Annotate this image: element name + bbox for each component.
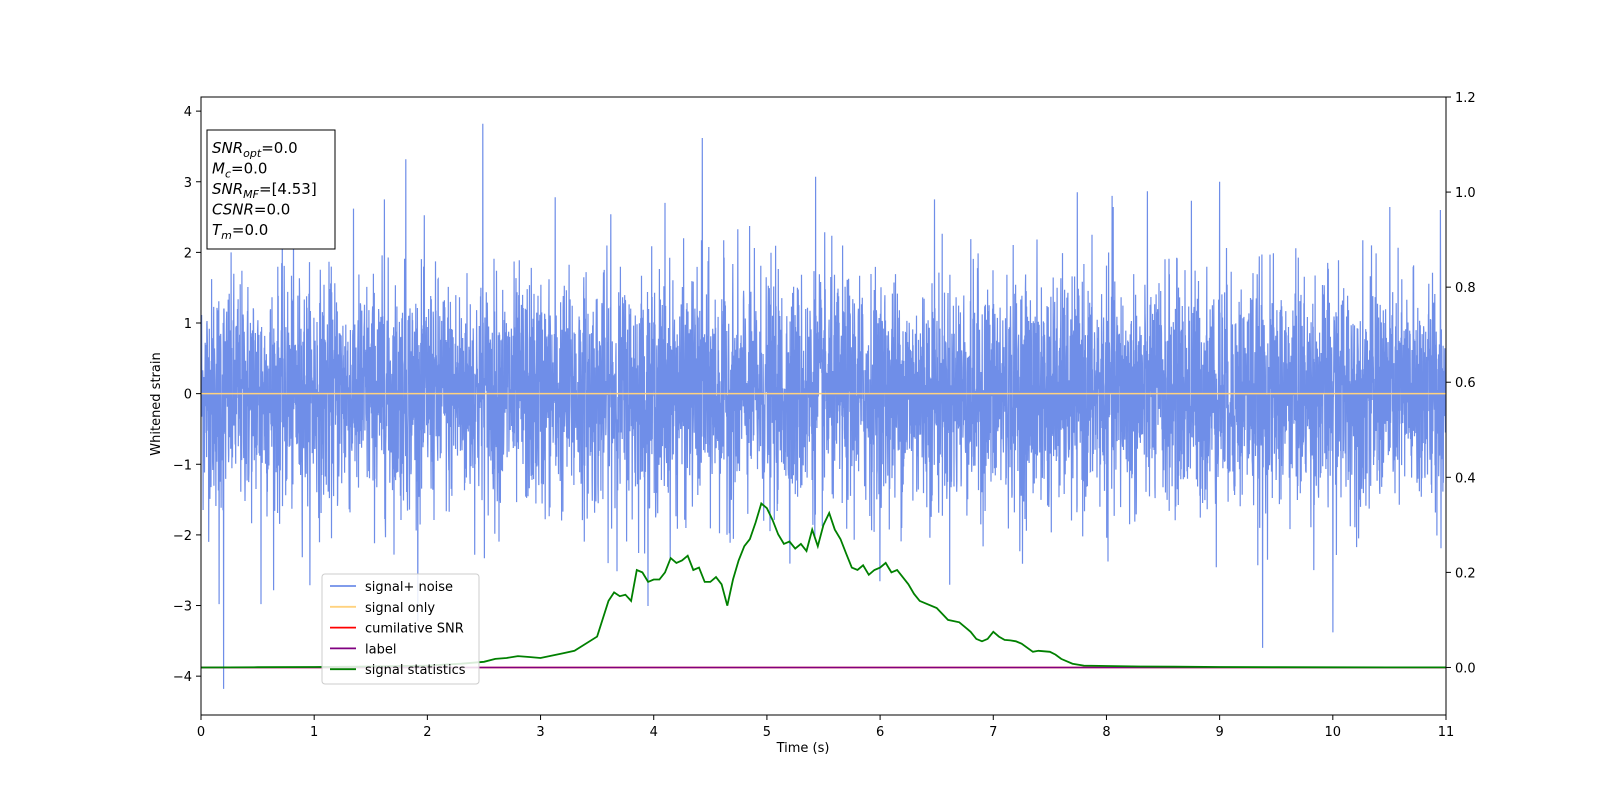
- y2-tick-label: 0.6: [1455, 376, 1476, 391]
- y-tick-label: −3: [173, 600, 192, 615]
- y2-tick-label: 0.4: [1455, 471, 1476, 486]
- info-line: SNRMF=[4.53]: [212, 180, 317, 201]
- axes-frame: [200, 96, 1447, 716]
- series-signal-noise: [201, 123, 1446, 689]
- y-tick-label: 0: [184, 388, 192, 403]
- legend-frame: [321, 573, 480, 685]
- series-signal-statistics: [201, 501, 1446, 669]
- y-axis-label: Whitened strain: [149, 352, 164, 455]
- x-tick-label: 2: [423, 725, 431, 740]
- x-tick-label: 1: [310, 725, 318, 740]
- y-tick-label: 4: [184, 105, 192, 120]
- x-tick-label: 6: [876, 725, 884, 740]
- info-line: CSNR=0.0: [212, 201, 290, 219]
- info-line: Mc=0.0: [212, 160, 267, 181]
- legend-entry: signal only: [365, 601, 435, 616]
- y2-tick-label: 0.8: [1455, 281, 1476, 296]
- legend: signal+ noise signal only cumilative SNR la…: [321, 573, 480, 685]
- legend-entry: signal statistics: [365, 663, 466, 678]
- y-tick-label: −2: [173, 529, 192, 544]
- x-tick-label: 8: [1102, 725, 1110, 740]
- y-tick-label: 1: [184, 317, 192, 332]
- x-tick-label: 3: [536, 725, 544, 740]
- x-tick-label: 9: [1215, 725, 1223, 740]
- legend-entry: signal+ noise: [365, 580, 453, 595]
- y-tick-label: 2: [184, 246, 192, 261]
- y2-tick-label: 0.2: [1455, 566, 1476, 581]
- y2-tick-label: 1.0: [1455, 186, 1476, 201]
- y-tick-label: 3: [184, 176, 192, 191]
- y-tick-label: −1: [173, 458, 192, 473]
- x-tick-label: 10: [1325, 725, 1342, 740]
- x-tick-label: 11: [1438, 725, 1455, 740]
- y2-tick-label: 1.2: [1455, 91, 1476, 106]
- x-axis-label: Time (s): [776, 741, 830, 756]
- y2-tick-label: 0.0: [1455, 661, 1476, 676]
- legend-entry: cumilative SNR: [365, 622, 464, 637]
- x-tick-label: 4: [650, 725, 658, 740]
- y-tick-label: −4: [173, 670, 192, 685]
- axes: 0 1 2 3 4 5 6 7 8 9 10 11 −4 −3 −2 −1 0 1 2 3 4 0.0 0.2 0.4 0.6 0…: [173, 91, 1476, 740]
- legend-entry: label: [365, 642, 396, 657]
- info-line: Tm=0.0: [212, 221, 268, 242]
- info-line: SNRopt=0.0: [212, 139, 298, 160]
- info-box-frame: [206, 129, 336, 250]
- x-tick-label: 5: [763, 725, 771, 740]
- x-tick-label: 0: [197, 725, 205, 740]
- x-tick-label: 7: [989, 725, 997, 740]
